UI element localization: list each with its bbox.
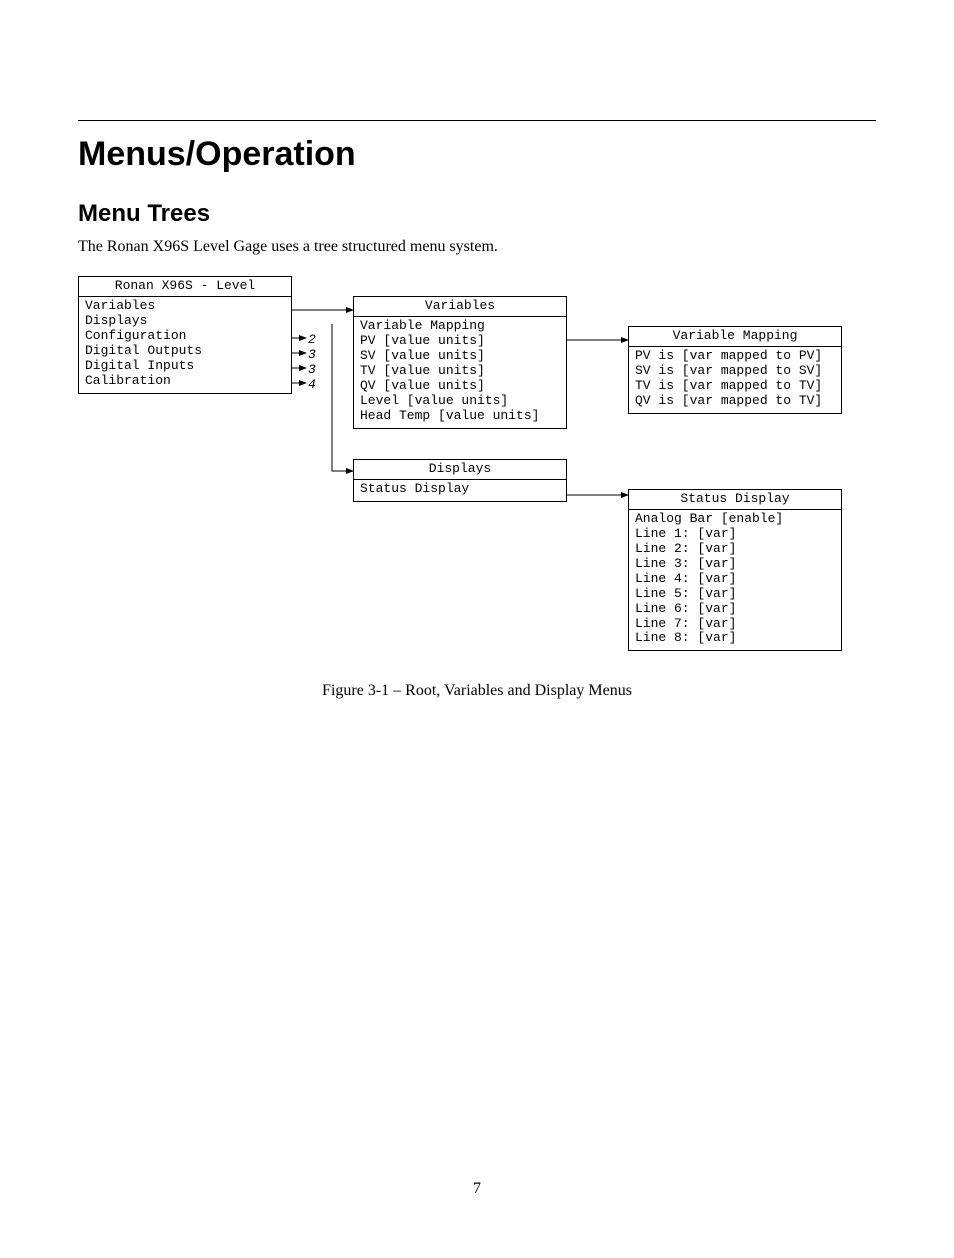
- intro-paragraph: The Ronan X96S Level Gage uses a tree st…: [78, 238, 876, 256]
- page-ref-annotation: 3: [308, 347, 316, 362]
- page-title: Menus/Operation: [78, 135, 876, 174]
- menu-box-variables: VariablesVariable Mapping PV [value unit…: [353, 296, 567, 429]
- menu-box-items: Variable Mapping PV [value units] SV [va…: [354, 317, 566, 428]
- menu-box-items: PV is [var mapped to PV] SV is [var mapp…: [629, 347, 841, 413]
- menu-box-header: Variable Mapping: [629, 327, 841, 347]
- menu-box-root: Ronan X96S - LevelVariables Displays Con…: [78, 276, 292, 394]
- menu-box-items: Analog Bar [enable] Line 1: [var] Line 2…: [629, 510, 841, 650]
- menu-box-variable_mapping: Variable MappingPV is [var mapped to PV]…: [628, 326, 842, 414]
- menu-box-header: Displays: [354, 460, 566, 480]
- figure-caption: Figure 3-1 – Root, Variables and Display…: [78, 682, 876, 700]
- section-subtitle: Menu Trees: [78, 200, 876, 228]
- page-ref-annotation: 3: [308, 362, 316, 377]
- page-ref-annotation: 4: [308, 377, 316, 392]
- menu-box-header: Variables: [354, 297, 566, 317]
- horizontal-rule: [78, 120, 876, 121]
- arrow: [332, 324, 353, 471]
- menu-box-header: Status Display: [629, 490, 841, 510]
- page-number: 7: [78, 1180, 876, 1198]
- page-ref-annotation: 2: [308, 332, 316, 347]
- menu-box-items: Status Display: [354, 480, 566, 501]
- menu-tree-diagram: Ronan X96S - LevelVariables Displays Con…: [78, 276, 876, 666]
- menu-box-header: Ronan X96S - Level: [79, 277, 291, 297]
- menu-box-displays: DisplaysStatus Display: [353, 459, 567, 502]
- menu-box-items: Variables Displays Configuration Digital…: [79, 297, 291, 393]
- menu-box-status_display: Status DisplayAnalog Bar [enable] Line 1…: [628, 489, 842, 651]
